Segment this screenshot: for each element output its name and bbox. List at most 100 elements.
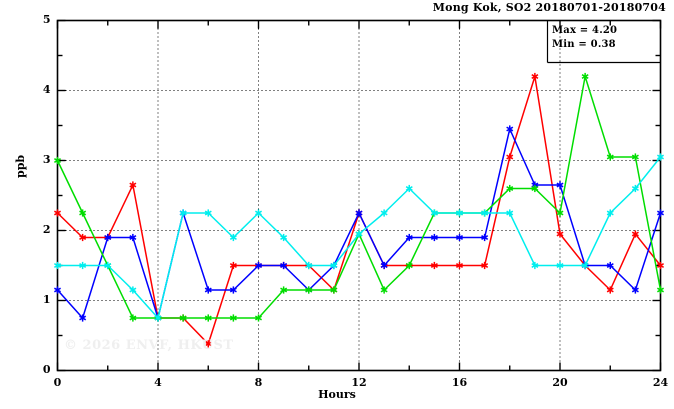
x-axis-tick-label: 16 (451, 375, 468, 389)
data-point-marker (79, 314, 87, 322)
data-point-marker (355, 230, 363, 238)
data-point-marker (204, 209, 212, 217)
data-point-marker (556, 261, 564, 270)
y-axis-tick-label: 1 (42, 292, 51, 306)
data-point-marker (556, 230, 564, 238)
data-point-marker (229, 286, 237, 294)
data-point-marker (330, 261, 338, 270)
data-point-marker (255, 314, 262, 322)
data-point-marker (54, 286, 61, 294)
data-point-marker (79, 209, 87, 217)
data-point-marker (430, 209, 438, 217)
y-axis-tick-label: 5 (42, 12, 51, 26)
data-point-marker (581, 261, 589, 270)
data-point-marker (280, 233, 288, 242)
data-point-marker (631, 153, 639, 161)
data-point-marker (129, 314, 137, 322)
data-point-marker (255, 261, 262, 270)
data-point-marker (54, 261, 61, 270)
data-point-marker (456, 233, 463, 242)
y-axis-tick-label: 3 (42, 152, 51, 166)
data-point-marker (229, 261, 237, 270)
data-point-marker (430, 261, 438, 270)
x-axis-tick-label: 0 (53, 375, 62, 389)
data-point-marker (556, 181, 564, 189)
y-axis-label: ppb (14, 154, 27, 178)
data-point-marker (430, 233, 438, 242)
x-axis-tick-label: 20 (552, 375, 568, 389)
data-point-marker (229, 233, 237, 242)
data-point-marker (531, 261, 539, 270)
data-series-day4 (54, 153, 664, 322)
data-point-marker (79, 261, 87, 270)
data-point-marker (506, 184, 514, 193)
data-point-marker (556, 209, 564, 217)
min-value-label: Min = 0.38 (552, 39, 616, 50)
data-point-marker (129, 233, 137, 242)
y-axis-tick-label: 2 (42, 222, 51, 236)
x-axis-tick-label: 8 (254, 375, 263, 389)
stats-box-border (546, 20, 661, 64)
data-point-marker (657, 286, 664, 294)
data-point-marker (481, 233, 489, 242)
data-point-marker (54, 209, 61, 217)
stats-annotation-box: Max = 4.20 Min = 0.38 (552, 24, 617, 52)
data-point-marker (456, 261, 463, 270)
x-axis-tick-label: 4 (154, 375, 162, 389)
data-point-marker (606, 209, 614, 217)
data-point-marker (305, 286, 313, 294)
data-point-marker (506, 209, 514, 217)
x-axis-label: Hours (318, 388, 356, 401)
x-axis-tick-label: 24 (652, 375, 669, 389)
data-point-marker (179, 209, 187, 217)
data-point-marker (79, 233, 87, 242)
data-point-marker (204, 314, 212, 322)
data-point-marker (129, 181, 137, 189)
data-point-marker (606, 286, 614, 294)
data-point-marker (531, 72, 539, 81)
y-axis-tick-label: 4 (42, 82, 51, 96)
data-point-marker (581, 72, 589, 81)
chart-title: Mong Kok, SO2 20180701-20180704 (432, 1, 666, 14)
data-point-marker (657, 153, 664, 161)
data-point-marker (456, 209, 463, 217)
data-point-marker (380, 261, 388, 270)
data-point-marker (280, 261, 288, 270)
data-point-marker (330, 286, 338, 294)
max-value-label: Max = 4.20 (552, 25, 618, 36)
data-point-marker (531, 184, 539, 193)
data-point-marker (305, 261, 313, 270)
data-point-marker (380, 209, 388, 217)
data-point-marker (154, 314, 162, 322)
watermark-text: © 2026 ENVF, HKUST (64, 338, 234, 353)
data-point-marker (104, 261, 112, 270)
data-point-marker (280, 286, 288, 294)
data-point-marker (204, 286, 212, 294)
data-point-marker (129, 286, 137, 294)
data-point-marker (481, 261, 489, 270)
data-point-marker (657, 209, 664, 217)
data-point-marker (405, 184, 413, 193)
data-point-marker (506, 125, 514, 133)
data-point-marker (606, 261, 614, 270)
data-point-marker (405, 233, 413, 242)
data-point-marker (179, 314, 187, 322)
y-axis-tick-label: 0 (42, 362, 51, 376)
data-point-marker (54, 156, 61, 165)
data-point-marker (380, 286, 388, 294)
plot-border (56, 19, 662, 372)
data-point-marker (606, 153, 614, 161)
x-axis-tick-label: 12 (351, 375, 367, 389)
data-point-marker (104, 233, 112, 242)
grid-lines (57, 20, 661, 371)
data-series-day2 (54, 125, 664, 322)
data-point-marker (481, 209, 489, 217)
plot-frame (56, 19, 662, 372)
data-point-marker (631, 230, 639, 238)
data-point-marker (405, 261, 413, 270)
data-point-marker (631, 184, 639, 193)
data-point-marker (657, 261, 664, 270)
data-point-marker (506, 153, 514, 161)
